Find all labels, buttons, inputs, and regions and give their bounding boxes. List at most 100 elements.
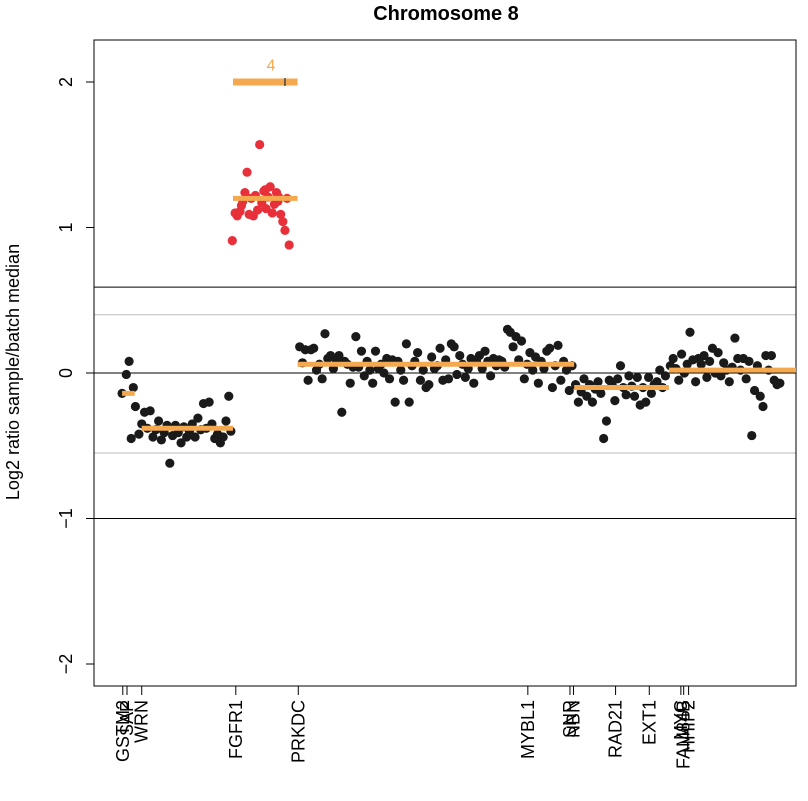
amplified-point <box>280 225 290 236</box>
data-point <box>134 429 144 439</box>
gene-label: EXT1 <box>639 700 659 745</box>
data-point <box>596 388 606 398</box>
data-point <box>610 396 620 406</box>
gene-label: GSTM2 <box>113 700 133 762</box>
data-point <box>145 406 155 416</box>
data-point <box>334 350 344 361</box>
data-point <box>486 371 496 381</box>
amplified-point <box>227 235 237 246</box>
data-point <box>747 430 757 441</box>
gene-label: NBN <box>563 700 583 738</box>
data-point <box>401 339 411 349</box>
data-point <box>176 438 186 448</box>
data-point <box>337 407 347 417</box>
data-point <box>455 350 465 361</box>
data-point <box>593 377 603 387</box>
data-point <box>579 374 589 384</box>
data-point <box>384 374 395 384</box>
data-point <box>224 391 234 401</box>
data-point <box>398 375 409 385</box>
y-tick-label: 1 <box>56 222 76 232</box>
data-point <box>469 378 479 388</box>
data-point <box>547 382 558 393</box>
data-point <box>758 401 768 412</box>
data-point <box>365 365 375 375</box>
data-point <box>317 374 327 384</box>
gene-label: MYBL1 <box>518 700 538 759</box>
reference-lines <box>94 286 796 519</box>
data-point <box>359 371 369 381</box>
gene-label: SAP <box>117 700 137 736</box>
data-point <box>345 378 355 388</box>
y-tick-label: 0 <box>56 368 76 378</box>
amplification-count-label: 4 <box>266 57 275 74</box>
amplified-point <box>240 187 250 198</box>
y-tick-label: 2 <box>56 77 76 87</box>
chart-title: Chromosome 8 <box>373 3 519 25</box>
gene-label: WRN <box>132 700 152 743</box>
data-points <box>117 139 785 468</box>
gene-label: FGFR1 <box>226 700 246 759</box>
amplified-point <box>242 167 252 177</box>
data-point <box>676 349 687 359</box>
data-point <box>121 369 131 380</box>
data-point <box>646 388 656 398</box>
data-point <box>218 432 228 442</box>
data-point <box>643 372 654 382</box>
data-point <box>368 378 378 388</box>
data-point <box>351 332 361 342</box>
data-point <box>705 356 715 366</box>
data-point <box>629 391 640 401</box>
data-point <box>356 346 367 356</box>
data-point <box>621 390 631 400</box>
data-point <box>460 372 470 382</box>
gene-label: MYC <box>671 700 691 740</box>
gene-label: SNR <box>560 700 580 738</box>
y-tick-label: −1 <box>56 508 76 529</box>
gene-label: FAM84B <box>674 700 694 769</box>
data-point <box>516 336 527 346</box>
data-point <box>587 397 598 407</box>
data-point <box>719 358 729 368</box>
amplified-point <box>267 208 277 218</box>
data-point <box>632 372 642 382</box>
data-point <box>519 374 529 384</box>
data-point <box>156 435 166 445</box>
data-point <box>685 327 695 337</box>
data-point <box>303 375 313 385</box>
data-point <box>668 353 678 364</box>
gene-label: HHIP2 <box>679 700 699 753</box>
data-point <box>126 433 136 444</box>
data-point <box>730 333 740 343</box>
segment-lines <box>122 78 796 431</box>
data-point <box>528 365 538 375</box>
amplified-point <box>284 240 294 250</box>
data-point <box>165 458 175 468</box>
amplified-point <box>276 209 286 220</box>
data-point <box>480 346 490 356</box>
data-point <box>427 352 437 362</box>
data-point <box>418 365 428 375</box>
data-point <box>553 340 563 350</box>
data-point <box>741 374 751 384</box>
data-point <box>413 348 423 358</box>
y-tick-label: −2 <box>56 654 76 675</box>
data-point <box>775 378 785 388</box>
amplified-point <box>230 208 240 218</box>
data-point <box>749 385 760 396</box>
amplified-point <box>252 205 263 215</box>
data-point <box>599 433 609 444</box>
data-point <box>443 374 454 384</box>
data-point <box>396 365 406 375</box>
data-point <box>655 365 665 375</box>
data-point <box>624 371 634 381</box>
data-point <box>449 342 459 352</box>
data-point <box>415 375 426 385</box>
data-point <box>221 416 231 426</box>
data-point <box>204 397 214 407</box>
plot-frame <box>93 39 797 687</box>
data-point <box>452 369 462 380</box>
data-point <box>190 432 200 442</box>
